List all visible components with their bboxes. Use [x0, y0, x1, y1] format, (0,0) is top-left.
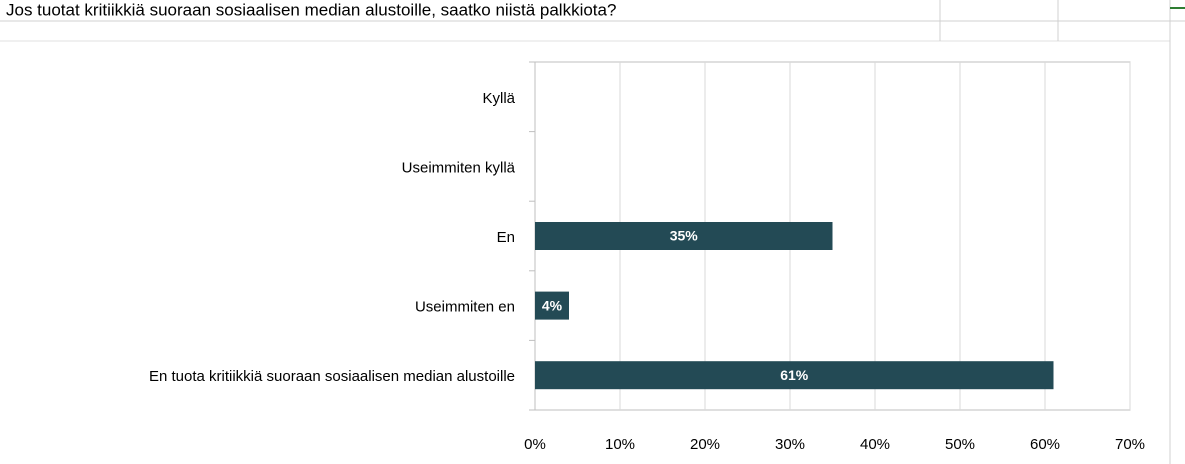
- chart-title: Jos tuotat kritiikkiä suoraan sosiaalise…: [6, 0, 616, 19]
- value-label: 4%: [542, 297, 563, 313]
- x-tick-label: 50%: [945, 436, 975, 453]
- x-tick-label: 70%: [1115, 436, 1145, 453]
- y-tick-label: En tuota kritiikkiä suoraan sosiaalisen …: [149, 368, 515, 385]
- value-label: 61%: [780, 367, 809, 383]
- bar: [535, 291, 569, 320]
- x-tick-label: 60%: [1030, 436, 1060, 453]
- bar: [535, 361, 1054, 390]
- y-tick-label: Kyllä: [482, 90, 515, 107]
- x-tick-label: 30%: [775, 436, 805, 453]
- y-tick-label: Useimmiten kyllä: [402, 159, 516, 176]
- y-tick-label: En: [497, 229, 515, 246]
- x-tick-label: 10%: [605, 436, 635, 453]
- value-label: 35%: [670, 228, 699, 244]
- x-tick-label: 40%: [860, 436, 890, 453]
- x-tick-label: 0%: [524, 436, 546, 453]
- y-tick-label: Useimmiten en: [415, 299, 515, 316]
- bar: [535, 222, 833, 250]
- x-tick-label: 20%: [690, 436, 720, 453]
